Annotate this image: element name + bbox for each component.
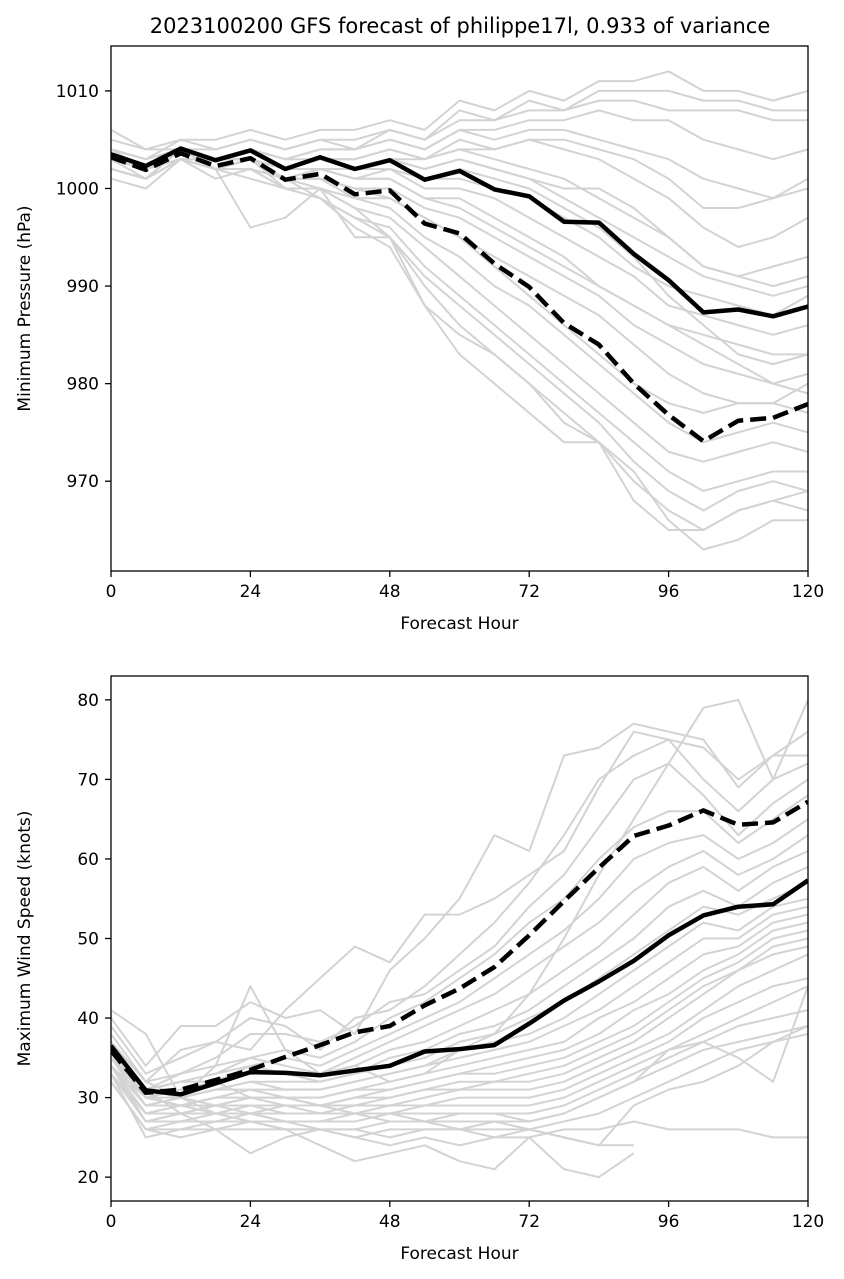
- wind-y-tick-label: 50: [77, 930, 99, 950]
- pressure-ensemble-line-25: [111, 158, 808, 414]
- wind-plot-area: [111, 698, 808, 1179]
- pressure-y-tick-label: 1010: [56, 82, 99, 102]
- wind-y-tick-label: 60: [77, 850, 99, 870]
- wind-x-tick-label: 24: [240, 1212, 262, 1232]
- wind-y-tick-label: 80: [77, 691, 99, 711]
- pressure-ensemble-line-12: [111, 158, 808, 395]
- wind-x-tick-label: 120: [792, 1212, 824, 1232]
- wind-x-tick-label: 72: [518, 1212, 540, 1232]
- wind-ensemble-line-3: [111, 730, 808, 1075]
- wind-x-tick-label: 96: [658, 1212, 680, 1232]
- wind-ensemble-line-23: [111, 1025, 808, 1139]
- pressure-ensemble-line-20: [111, 158, 808, 531]
- pressure-ensemble-line-15: [111, 148, 808, 463]
- wind-ensemble-line-28: [111, 1025, 808, 1155]
- pressure-ensemble-line-3: [111, 99, 808, 151]
- wind-y-axis-label: Maximum Wind Speed (knots): [15, 811, 35, 1067]
- wind-ensemble-line-4: [111, 738, 808, 1083]
- wind-x-axis-label: Forecast Hour: [400, 1244, 518, 1264]
- wind-ensemble-line-19: [111, 953, 808, 1123]
- pressure-solid-mean-line: [111, 146, 808, 319]
- pressure-x-tick-label: 48: [379, 582, 401, 602]
- wind-ensemble-line-27: [111, 1049, 635, 1179]
- wind-y-tick-label: 30: [77, 1089, 99, 1109]
- wind-ensemble-line-5: [111, 762, 808, 1083]
- wind-ensemble-line-7: [111, 818, 808, 1091]
- wind-ensemble-line-6: [111, 794, 808, 1091]
- pressure-dashed-mean-line: [111, 151, 808, 444]
- pressure-y-tick-label: 980: [67, 375, 99, 395]
- wind-panel: 0 24 48 72 96 120 20 30 40 50 60 70 80 Forecast Hour M…: [15, 675, 824, 1264]
- pressure-y-tick-label: 990: [67, 277, 99, 297]
- pressure-x-axis-label: Forecast Hour: [400, 614, 518, 634]
- wind-ensemble-line-8: [111, 834, 808, 1091]
- pressure-panel: 0 24 48 72 96 120 970 980 990 1000 1010 Forecast Ho…: [15, 45, 824, 634]
- pressure-x-tick-label: 72: [518, 582, 540, 602]
- wind-x-tick-label: 48: [379, 1212, 401, 1232]
- wind-solid-mean-line: [111, 878, 808, 1097]
- pressure-plot-area: [111, 70, 808, 551]
- pressure-x-tick-label: 120: [792, 582, 824, 602]
- pressure-ensemble-line-22: [111, 138, 808, 209]
- pressure-y-tick-label: 1000: [56, 179, 99, 199]
- pressure-ensemble-line-1: [111, 70, 808, 151]
- pressure-axes-frame: [110, 45, 809, 572]
- pressure-y-axis-label: Minimum Pressure (hPa): [15, 205, 35, 411]
- pressure-x-tick-label: 0: [106, 582, 117, 602]
- chart-title: 2023100200 GFS forecast of philippe17l, …: [150, 14, 771, 38]
- wind-dashed-mean-line: [111, 799, 808, 1096]
- pressure-x-tick-label: 96: [658, 582, 680, 602]
- wind-ensemble-line-14: [111, 913, 808, 1107]
- wind-ensemble-line-21: [111, 985, 808, 1131]
- wind-ensemble-line-29: [111, 985, 808, 1123]
- wind-ensemble-line-2: [111, 722, 808, 1067]
- wind-ensemble-line-17: [111, 937, 808, 1115]
- pressure-x-tick-label: 24: [240, 582, 262, 602]
- wind-y-tick-label: 70: [77, 770, 99, 790]
- wind-y-tick-label: 20: [77, 1168, 99, 1188]
- pressure-y-tick-label: 970: [67, 472, 99, 492]
- wind-ensemble-line-13: [111, 905, 808, 1107]
- wind-x-tick-label: 0: [106, 1212, 117, 1232]
- wind-y-tick-label: 40: [77, 1009, 99, 1029]
